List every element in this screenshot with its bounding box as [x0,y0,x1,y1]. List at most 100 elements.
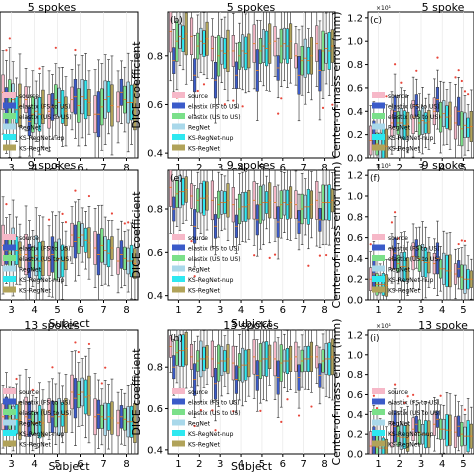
box-source [369,105,373,159]
legend-label: RegNet [388,421,411,428]
box-source [93,69,97,159]
outlier-point [457,242,460,246]
x-axis-label: Subject [48,317,90,330]
box-elastix-fs-to-us- [297,29,301,122]
box-source [411,223,415,290]
legend-swatch [3,286,16,293]
box-ks-regnet [247,169,251,240]
x-tick-label: 6 [77,459,83,470]
box-regnet [126,52,130,153]
y-tick-label: 0.4 [147,445,163,456]
box-regnet [126,385,130,455]
box-ks-regnet [205,169,209,231]
panel-letter: (b) [170,16,183,26]
box-elastix-fs-to-us- [234,345,238,414]
legend-swatch [172,388,185,394]
legend-swatch [3,430,16,436]
box-source [453,76,458,159]
box-elastix-us-to-us- [300,334,304,388]
legend-swatch [172,430,185,436]
y-tick-label: 0.8 [147,363,163,374]
outlier-point [467,93,470,96]
box-body [169,169,173,207]
legend-swatch [3,244,16,251]
box-regnet [199,11,203,73]
box-ks-regnet [469,89,473,159]
legend-swatch [3,265,16,272]
box-elastix-fs-to-us- [393,383,397,455]
legend-label: KS-RegNet-nup [19,431,65,438]
box-regnet [303,11,307,105]
box-source [47,218,51,297]
legend-label: KS-RegNet [388,288,420,295]
y-axis-label: DICE coefficient [130,191,143,279]
box-source [315,11,319,87]
x-tick-label: 5 [460,163,466,174]
legend-label: source [188,93,208,100]
y-tick-label: 1.0 [347,37,363,48]
outlier-point [100,382,103,385]
outlier-point [104,366,107,369]
panel-b: 0.4 0.6 0.8 1 2 3 4 5 6 7 8 source elastix (FS to US… [130,1,336,179]
y-tick-label: 1.0 [347,350,363,361]
box-source [189,169,194,243]
box-elastix-fs-to-us- [435,56,440,130]
box-regnet [57,211,61,301]
outlier-point [318,254,321,257]
x-tick-label: 5 [54,305,60,316]
y-tick-label: 0.8 [347,370,363,381]
legend-label: elastix (FS to US) [388,246,440,253]
box-elastix-us-to-us- [217,11,221,105]
y-tick-label: 0.0 [347,296,363,307]
legend-label: KS-RegNet [19,288,51,295]
box-ks-regnet [41,66,45,148]
outlier-point [273,253,277,256]
box-ks-regnet-nup [106,384,111,450]
box-elastix-fs-to-us- [318,20,322,121]
box-regnet [421,87,425,155]
box-source [453,394,458,455]
legend-label: elastix (FS to US) [19,246,71,253]
box-ks-regnet-nup [106,59,111,135]
outlier-point [297,414,301,417]
box-ks-regnet-nup [265,175,269,230]
outlier-point [5,49,8,52]
outlier-point [400,81,403,84]
box-ks-regnet [448,393,452,455]
box-ks-regnet-nup [402,401,407,455]
legend-label: KS-RegNet-nup [188,431,234,438]
box-elastix-fs-to-us- [393,211,397,291]
outlier-point [463,90,467,93]
box-elastix-us-to-us- [77,199,81,277]
box-elastix-fs-to-us- [119,389,124,445]
legend-label: elastix (FS to US) [188,246,240,253]
box-elastix-us-to-us- [439,394,443,454]
panel-title: 5 spokes [28,1,77,14]
legend-label: RegNet [19,125,42,132]
box-regnet [103,54,107,145]
outlier-point [61,212,64,215]
x-axis-label: Subject [231,460,273,473]
y-tick-label: 0.2 [347,275,363,286]
box-regnet [282,172,286,233]
x-tick-label: 1 [175,163,181,174]
x-tick-label: 7 [301,163,307,174]
y-tick-label: 0.6 [347,233,363,244]
box-regnet [324,169,328,257]
legend-swatch [3,113,16,119]
box-ks-regnet [427,401,431,455]
x-tick-label: 5 [54,459,60,470]
box-elastix-us-to-us- [54,46,58,136]
box-source [294,26,298,86]
x-tick-label: 7 [301,305,307,316]
x-tick-label: 3 [8,163,14,174]
x-tick-label: 3 [217,459,223,470]
box-ks-regnet-nup [14,377,19,455]
legend: source elastix (FS to US) elastix (US to U… [3,388,72,449]
legend-swatch [372,265,385,272]
legend-swatch [372,430,385,436]
box-regnet [103,366,107,455]
y-tick-label: 0.8 [147,205,163,216]
legend-swatch [372,255,385,261]
